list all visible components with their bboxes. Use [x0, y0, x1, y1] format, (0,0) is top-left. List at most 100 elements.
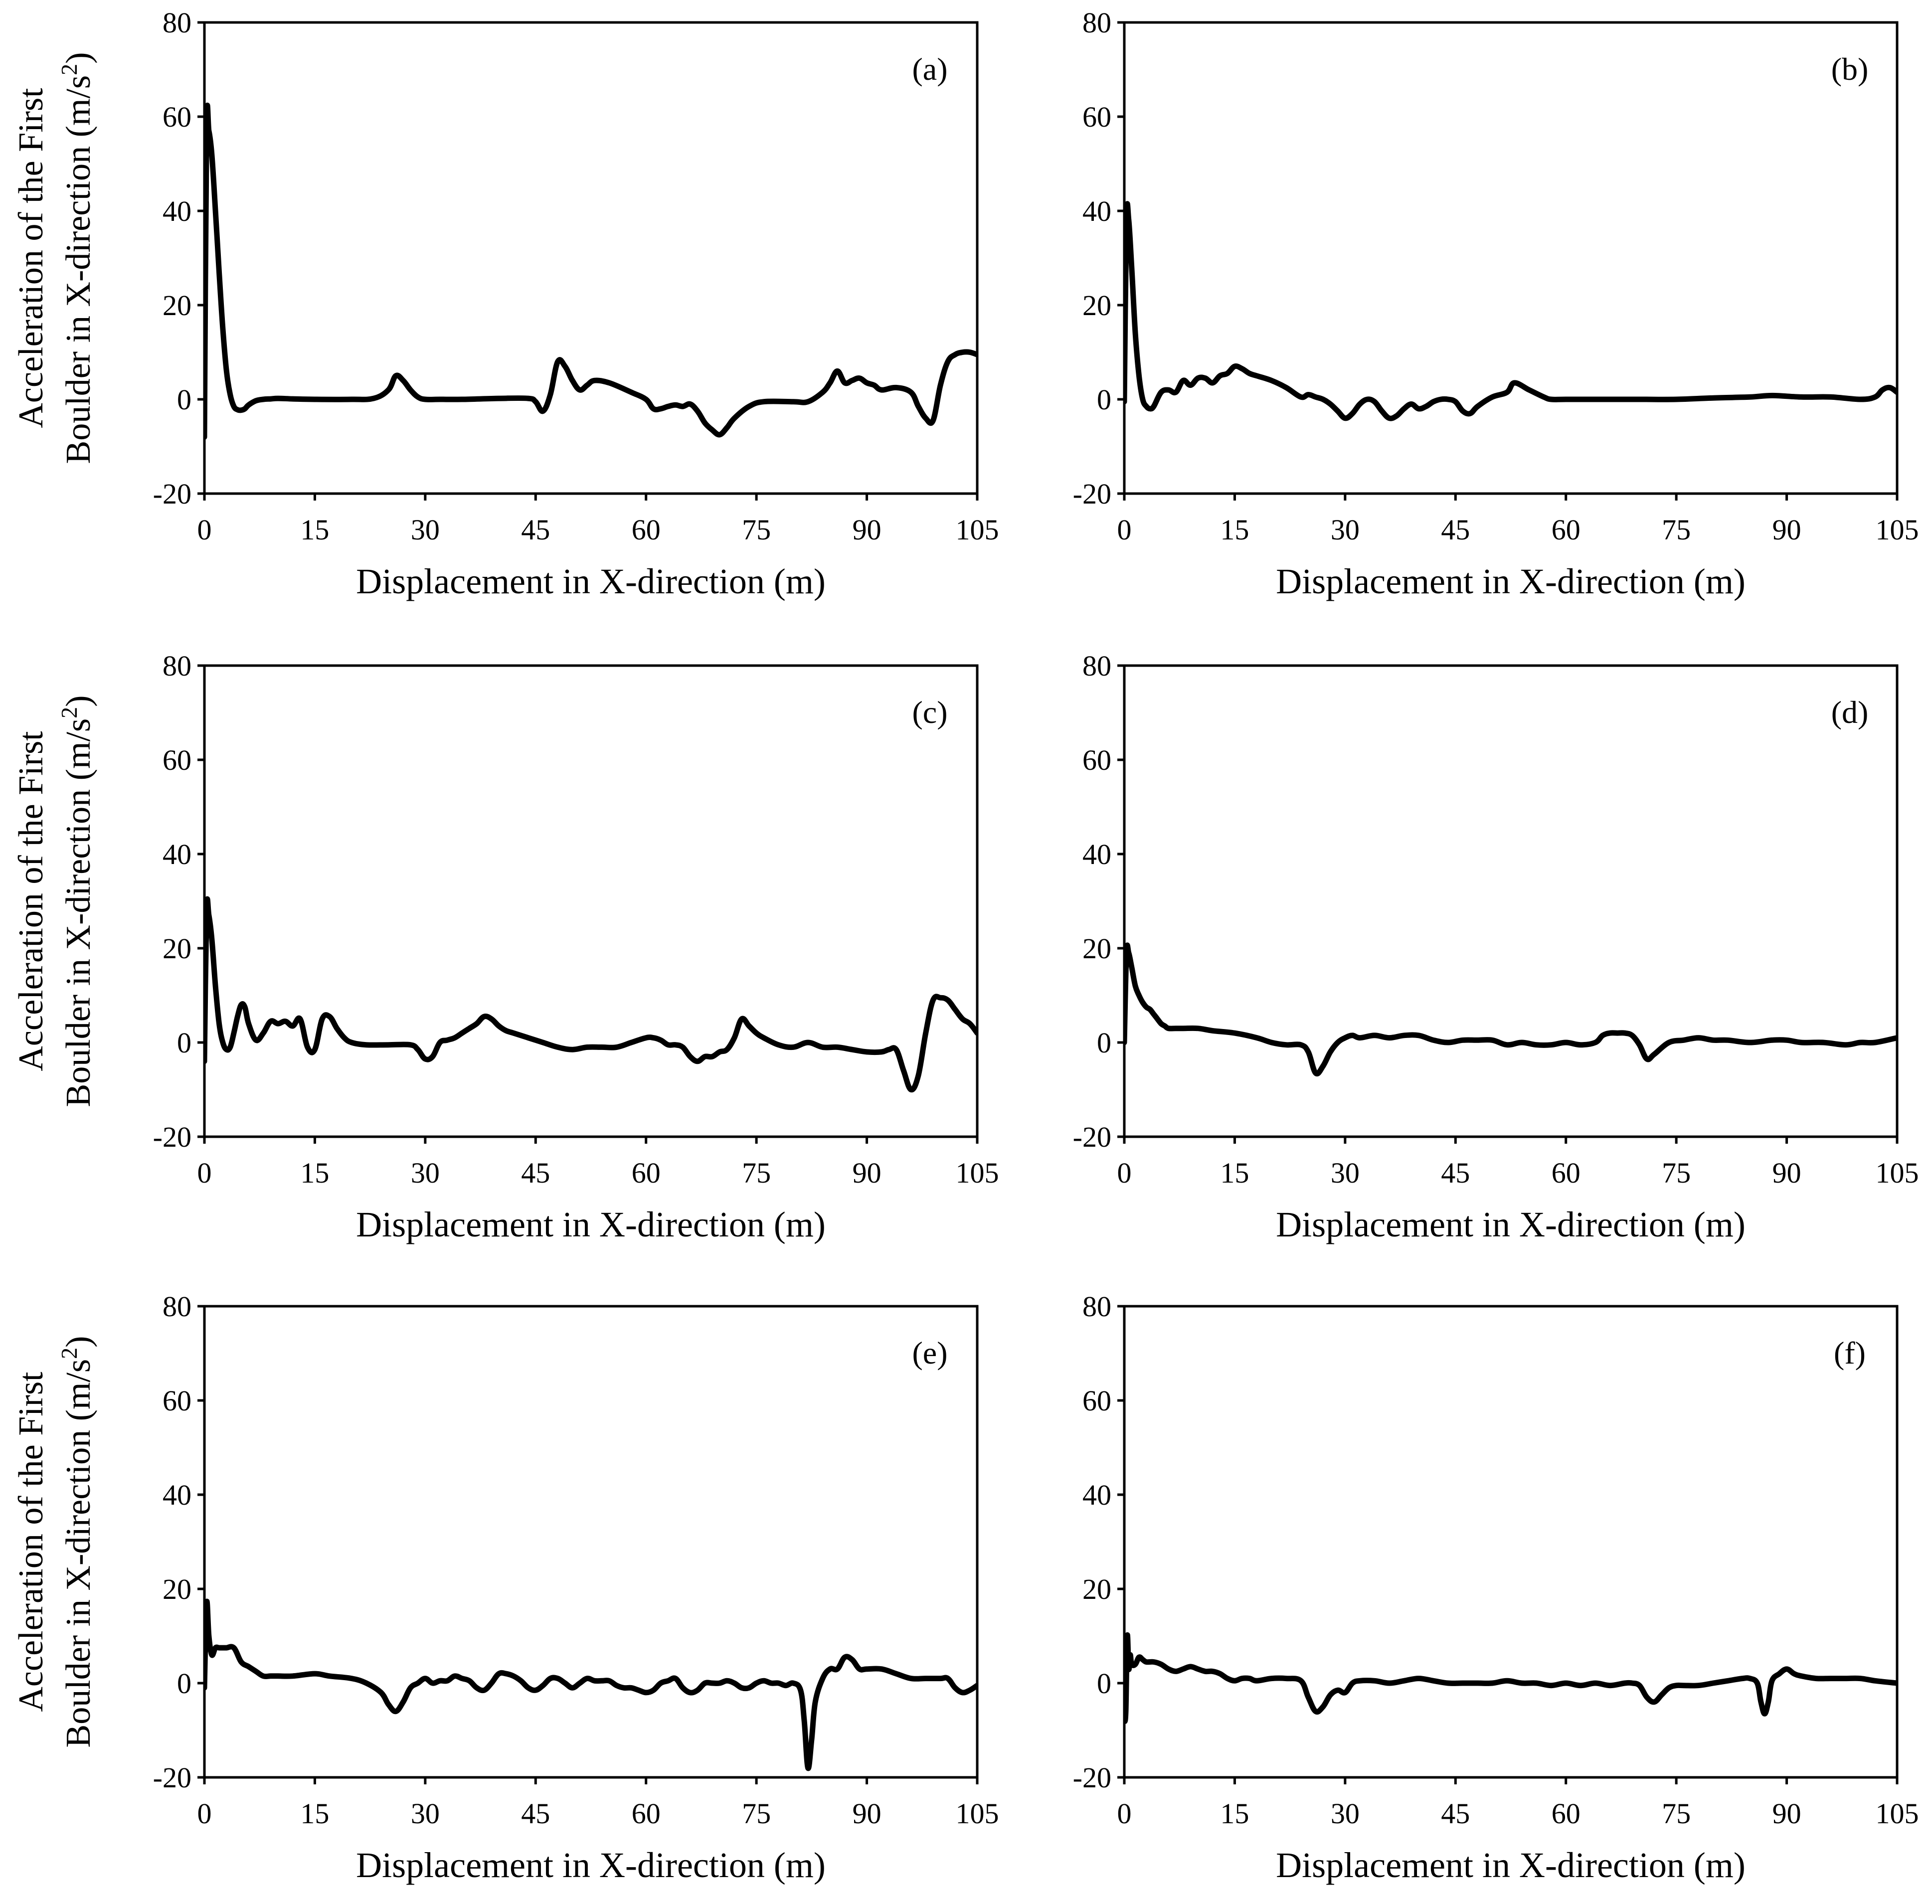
- series-line: [204, 102, 977, 440]
- x-tick-label: 105: [1876, 1157, 1919, 1189]
- y-tick-label: 60: [1082, 101, 1111, 133]
- panel-label: (f): [1834, 1335, 1866, 1371]
- y-tick-label: 60: [1082, 744, 1111, 776]
- x-tick-label: 30: [411, 1797, 440, 1830]
- x-tick-label: 45: [1441, 1157, 1470, 1189]
- y-tick-label: 80: [1082, 6, 1111, 39]
- x-tick-label: 15: [300, 1797, 329, 1830]
- y-tick-label: 0: [177, 383, 191, 416]
- y-tick-label: -20: [1073, 1761, 1111, 1794]
- y-axis-title-line1: Acceleration of the First: [12, 88, 50, 428]
- x-tick-label: 15: [300, 1157, 329, 1189]
- plot-frame: [1123, 664, 1899, 1138]
- y-tick-label: 0: [177, 1027, 191, 1059]
- x-tick-label: 0: [197, 1157, 212, 1189]
- x-axis-title: Displacement in X-direction (m): [1276, 1205, 1746, 1244]
- panel-label: (d): [1831, 694, 1869, 730]
- x-tick-label: 105: [1876, 514, 1919, 546]
- x-tick-label: 105: [956, 1157, 999, 1189]
- x-tick-label: 60: [1552, 1157, 1581, 1189]
- y-tick-label: -20: [153, 478, 191, 510]
- y-axis-title: Acceleration of the First Boulder in X-di…: [12, 695, 98, 1107]
- y-tick-label: 40: [1082, 195, 1111, 227]
- x-tick-label: 90: [853, 1797, 881, 1830]
- y-axis-title-line1: Acceleration of the First: [12, 731, 50, 1071]
- y-tick-label: -20: [153, 1121, 191, 1153]
- y-axis-title-line2: Boulder in X-direction (m/s2): [56, 52, 98, 464]
- x-tick-label: 0: [1117, 1797, 1132, 1830]
- y-tick-label: -20: [1073, 478, 1111, 510]
- plot-frame: [1123, 21, 1899, 495]
- x-tick-label: 75: [742, 514, 771, 546]
- x-tick-label: 0: [1117, 514, 1132, 546]
- plot-frame: [203, 21, 979, 495]
- plot-frame: [203, 1305, 979, 1779]
- y-tick-label: 40: [163, 1479, 191, 1511]
- x-tick-label: 90: [853, 1157, 881, 1189]
- y-tick-label: 0: [1097, 383, 1111, 416]
- y-tick-label: 80: [163, 650, 191, 682]
- y-tick-label: 0: [1097, 1027, 1111, 1059]
- y-tick-label: 80: [163, 6, 191, 39]
- y-tick-label: 80: [163, 1290, 191, 1323]
- panel-label: (b): [1831, 51, 1869, 87]
- x-tick-label: 15: [1220, 1797, 1249, 1830]
- y-tick-label: 0: [1097, 1667, 1111, 1700]
- x-tick-label: 0: [197, 1797, 212, 1830]
- y-axis-title-line2: Boulder in X-direction (m/s2): [56, 695, 98, 1107]
- y-axis-title: Acceleration of the First Boulder in X-di…: [12, 52, 98, 464]
- y-tick-label: 60: [163, 744, 191, 776]
- y-tick-label: 80: [1082, 1290, 1111, 1323]
- y-tick-label: 20: [1082, 289, 1111, 322]
- x-tick-label: 75: [1662, 1797, 1691, 1830]
- y-tick-label: 20: [1082, 932, 1111, 965]
- series-line: [204, 896, 977, 1093]
- panel-label: (a): [912, 51, 947, 87]
- x-tick-label: 60: [632, 1797, 661, 1830]
- x-axis-title: Displacement in X-direction (m): [356, 561, 826, 601]
- series-line: [1124, 1632, 1897, 1724]
- y-tick-label: 40: [163, 195, 191, 227]
- panel-label: (c): [912, 694, 947, 730]
- y-tick-label: 20: [1082, 1573, 1111, 1605]
- x-tick-label: 60: [632, 514, 661, 546]
- x-tick-label: 75: [1662, 514, 1691, 546]
- y-tick-label: 40: [163, 838, 191, 870]
- y-tick-label: 80: [1082, 650, 1111, 682]
- x-tick-label: 105: [956, 1797, 999, 1830]
- y-tick-label: 60: [1082, 1385, 1111, 1417]
- x-tick-label: 90: [1772, 1157, 1801, 1189]
- series-line: [1124, 201, 1897, 421]
- x-tick-label: 90: [1772, 1797, 1801, 1830]
- y-tick-label: 60: [163, 1385, 191, 1417]
- y-tick-label: 20: [163, 1573, 191, 1605]
- x-tick-label: 60: [1552, 514, 1581, 546]
- x-tick-label: 30: [1331, 514, 1360, 546]
- x-tick-label: 105: [1876, 1797, 1919, 1830]
- x-tick-label: 30: [411, 514, 440, 546]
- y-tick-label: 60: [163, 101, 191, 133]
- x-tick-label: 45: [521, 1157, 550, 1189]
- panel-label: (e): [912, 1335, 947, 1371]
- x-tick-label: 90: [853, 514, 881, 546]
- x-tick-label: 45: [1441, 1797, 1470, 1830]
- y-tick-label: -20: [153, 1761, 191, 1794]
- x-axis-title: Displacement in X-direction (m): [356, 1845, 826, 1885]
- y-axis-title: Acceleration of the First Boulder in X-di…: [12, 1336, 98, 1748]
- plot-frame: [203, 664, 979, 1138]
- x-tick-label: 45: [1441, 514, 1470, 546]
- x-tick-label: 30: [411, 1157, 440, 1189]
- x-tick-label: 45: [521, 1797, 550, 1830]
- y-tick-label: 40: [1082, 1479, 1111, 1511]
- x-tick-label: 15: [1220, 514, 1249, 546]
- y-tick-label: 20: [163, 932, 191, 965]
- x-tick-label: 0: [1117, 1157, 1132, 1189]
- series-line: [1124, 942, 1897, 1077]
